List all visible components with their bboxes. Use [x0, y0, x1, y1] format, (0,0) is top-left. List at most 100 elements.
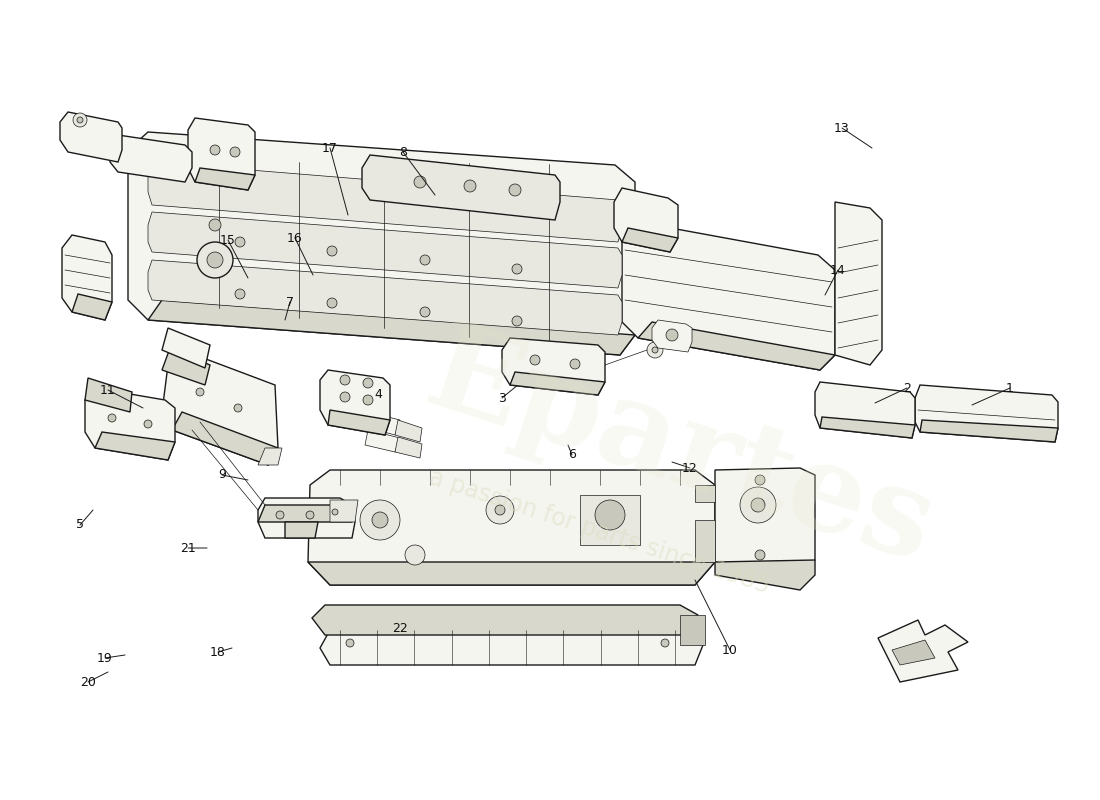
- Polygon shape: [85, 378, 132, 412]
- Circle shape: [661, 639, 669, 647]
- Circle shape: [414, 176, 426, 188]
- Circle shape: [530, 355, 540, 365]
- Polygon shape: [502, 338, 605, 395]
- Text: 7: 7: [286, 295, 294, 309]
- Circle shape: [235, 237, 245, 247]
- Polygon shape: [320, 370, 390, 435]
- Polygon shape: [172, 412, 278, 465]
- Text: 2: 2: [903, 382, 911, 394]
- Circle shape: [144, 420, 152, 428]
- Text: a passion for parts since 1985: a passion for parts since 1985: [427, 466, 773, 598]
- Polygon shape: [330, 500, 358, 522]
- Polygon shape: [195, 168, 255, 190]
- Polygon shape: [85, 388, 175, 460]
- Text: 3: 3: [498, 391, 506, 405]
- Polygon shape: [258, 448, 282, 465]
- Text: 6: 6: [568, 449, 576, 462]
- Circle shape: [464, 180, 476, 192]
- Circle shape: [509, 184, 521, 196]
- Circle shape: [495, 505, 505, 515]
- Circle shape: [652, 347, 658, 353]
- Polygon shape: [258, 498, 355, 538]
- Circle shape: [327, 298, 337, 308]
- Circle shape: [512, 264, 522, 274]
- Circle shape: [405, 545, 425, 565]
- Circle shape: [647, 342, 663, 358]
- Polygon shape: [72, 294, 112, 320]
- Polygon shape: [820, 417, 915, 438]
- Text: Epartes: Epartes: [412, 313, 948, 587]
- Polygon shape: [365, 412, 400, 435]
- Circle shape: [108, 414, 115, 422]
- Polygon shape: [614, 188, 678, 252]
- Circle shape: [210, 145, 220, 155]
- Polygon shape: [365, 430, 400, 452]
- Polygon shape: [110, 135, 192, 182]
- Circle shape: [77, 117, 82, 123]
- Polygon shape: [162, 350, 278, 465]
- Polygon shape: [510, 372, 605, 395]
- Polygon shape: [188, 118, 255, 190]
- Circle shape: [372, 512, 388, 528]
- Polygon shape: [638, 322, 835, 370]
- Polygon shape: [308, 562, 715, 585]
- Polygon shape: [878, 620, 968, 682]
- Circle shape: [196, 388, 204, 396]
- Circle shape: [755, 475, 764, 485]
- Circle shape: [570, 359, 580, 369]
- Circle shape: [346, 639, 354, 647]
- Polygon shape: [652, 320, 692, 352]
- Polygon shape: [162, 348, 210, 385]
- Text: 15: 15: [220, 234, 235, 246]
- Polygon shape: [715, 468, 815, 575]
- Polygon shape: [580, 495, 640, 545]
- Text: 10: 10: [722, 643, 738, 657]
- Polygon shape: [60, 112, 122, 162]
- Circle shape: [332, 509, 338, 515]
- Circle shape: [751, 498, 764, 512]
- Polygon shape: [892, 640, 935, 665]
- Polygon shape: [835, 202, 882, 365]
- Polygon shape: [920, 420, 1058, 442]
- Polygon shape: [128, 132, 635, 355]
- Polygon shape: [621, 222, 835, 370]
- Circle shape: [666, 329, 678, 341]
- Polygon shape: [258, 505, 355, 522]
- Polygon shape: [395, 420, 422, 442]
- Text: 19: 19: [97, 651, 113, 665]
- Circle shape: [363, 395, 373, 405]
- Text: 11: 11: [100, 383, 116, 397]
- Text: 17: 17: [322, 142, 338, 154]
- Circle shape: [420, 307, 430, 317]
- Circle shape: [340, 392, 350, 402]
- Text: 16: 16: [287, 231, 303, 245]
- Polygon shape: [715, 560, 815, 590]
- Polygon shape: [695, 520, 715, 562]
- Text: 21: 21: [180, 542, 196, 554]
- Circle shape: [73, 113, 87, 127]
- Polygon shape: [95, 432, 175, 460]
- Polygon shape: [148, 300, 635, 355]
- Circle shape: [234, 404, 242, 412]
- Text: 20: 20: [80, 675, 96, 689]
- Text: 13: 13: [834, 122, 850, 134]
- Circle shape: [740, 487, 776, 523]
- Circle shape: [327, 246, 337, 256]
- Polygon shape: [395, 437, 422, 458]
- Text: 12: 12: [682, 462, 697, 474]
- Circle shape: [209, 219, 221, 231]
- Polygon shape: [312, 605, 698, 635]
- Polygon shape: [362, 155, 560, 220]
- Polygon shape: [320, 630, 705, 665]
- Polygon shape: [148, 162, 622, 242]
- Circle shape: [235, 289, 245, 299]
- Circle shape: [340, 375, 350, 385]
- Text: 18: 18: [210, 646, 225, 658]
- Polygon shape: [148, 212, 622, 288]
- Circle shape: [276, 511, 284, 519]
- Text: 14: 14: [830, 263, 846, 277]
- Polygon shape: [148, 260, 622, 335]
- Polygon shape: [815, 382, 915, 438]
- Circle shape: [755, 550, 764, 560]
- Polygon shape: [695, 485, 715, 502]
